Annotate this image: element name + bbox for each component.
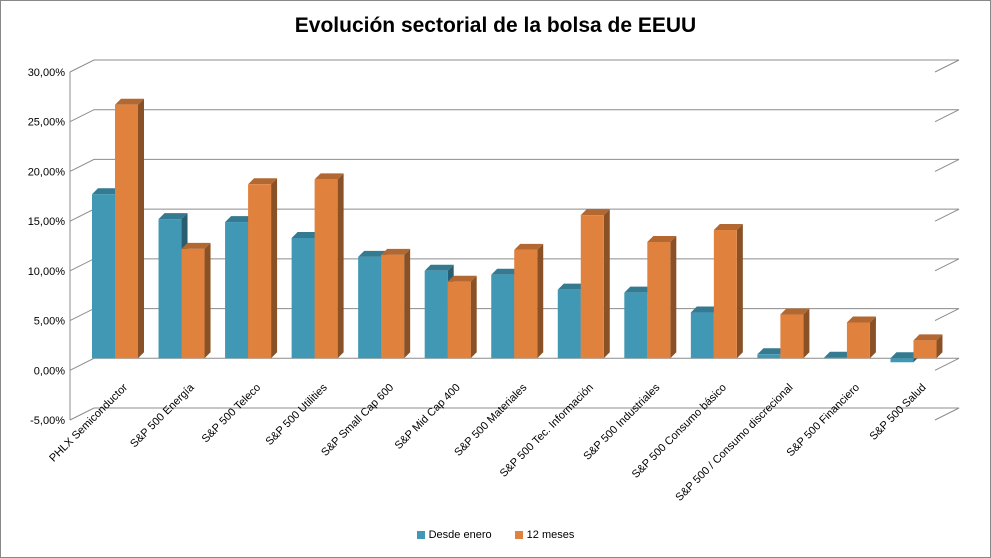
category-label: S&P 500 Utilities — [263, 381, 330, 448]
bar-12-meses — [514, 243, 544, 359]
bar-12-meses — [780, 308, 810, 359]
bar-12-meses — [115, 98, 144, 359]
legend: Desde enero 12 meses — [0, 529, 991, 541]
bar-12-meses — [381, 248, 411, 359]
y-tick-label: 10,00% — [28, 266, 66, 278]
gridline — [69, 158, 960, 172]
legend-item-desde-enero: Desde enero — [416, 529, 492, 541]
y-tick-label: 5,00% — [34, 316, 65, 328]
bar-12-meses — [713, 224, 743, 359]
bar-12-meses — [846, 316, 876, 359]
legend-label-12-meses: 12 meses — [526, 529, 575, 541]
gridline — [69, 357, 960, 371]
bar-12-meses — [913, 334, 943, 359]
y-tick-label: 0,00% — [34, 365, 65, 377]
bar-12-meses — [647, 235, 677, 359]
legend-swatch-12-meses — [514, 531, 523, 540]
gridline — [69, 208, 960, 222]
bar-12-meses — [580, 209, 610, 359]
gridline — [69, 109, 960, 123]
gridline — [69, 407, 960, 421]
category-label: S&P 500 Materiales — [452, 381, 529, 458]
gridline — [69, 59, 960, 73]
chart-title: Evolución sectorial de la bolsa de EEUU — [294, 14, 697, 37]
bar-12-meses — [248, 178, 278, 359]
y-tick-label: 15,00% — [28, 216, 66, 228]
category-label: S&P 500 Teleco — [200, 382, 264, 446]
category-label: S&P 500 Salud — [867, 382, 928, 443]
y-tick-label: -5,00% — [30, 415, 65, 427]
category-label: S&P 500 / Consumo discrecional — [673, 382, 795, 504]
bar-12-meses — [447, 275, 477, 359]
category-label: S&P Mid Cap 400 — [393, 382, 463, 452]
category-label: S&P 500 Energía — [128, 381, 197, 450]
y-tick-label: 25,00% — [28, 117, 66, 129]
bar-12-meses — [314, 173, 344, 359]
bar-12-meses — [181, 242, 211, 359]
legend-item-12-meses: 12 meses — [514, 529, 575, 541]
y-tick-label: 20,00% — [28, 166, 66, 178]
y-tick-label: 30,00% — [28, 67, 66, 79]
legend-swatch-desde-enero — [416, 531, 425, 540]
category-label: S&P 500 Financiero — [785, 382, 863, 460]
category-label: S&P Small Cap 600 — [319, 382, 396, 459]
legend-label-desde-enero: Desde enero — [428, 529, 492, 541]
